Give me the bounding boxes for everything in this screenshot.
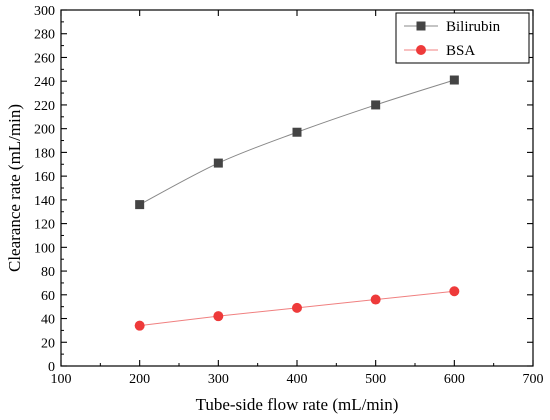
legend: Bilirubin BSA [395,12,530,64]
legend-label: Bilirubin [446,19,501,35]
data-point [135,200,145,210]
legend-label: BSA [446,43,475,59]
plot-frame [60,9,534,367]
x-axis-title: Tube-side flow rate (mL/min) [196,395,399,414]
data-point [449,75,459,85]
y-tick-label: 100 [34,241,55,256]
y-tick-label: 280 [34,28,55,43]
data-point [370,294,381,305]
legend-box [395,12,530,64]
y-tick-label: 140 [34,194,55,209]
y-tick-label: 200 [34,123,55,138]
y-axis-title: Clearance rate (mL/min) [5,104,24,272]
tick-labels: 100 200 300 400 500 600 700 0 20 40 60 80 100 120 140 1… [34,4,544,387]
x-tick-label: 600 [444,372,465,387]
x-tick-label: 300 [208,372,229,387]
y-tick-label: 160 [34,170,55,185]
data-point [213,158,223,168]
legend-marker [416,21,426,31]
legend-marker [416,45,426,55]
data-point [134,320,145,331]
x-tick-label: 400 [287,372,308,387]
data-point [292,127,302,137]
data-point [292,302,302,313]
y-tick-label: 80 [41,265,55,280]
y-tick-label: 0 [48,360,55,375]
y-tick-label: 120 [34,218,55,233]
y-tick-label: 60 [41,289,55,304]
series-line-bilirubin [139,79,455,206]
data-point [449,286,460,297]
y-tick-label: 260 [34,51,55,66]
y-tick-label: 180 [34,146,55,161]
y-tick-label: 40 [41,313,55,328]
x-tick-label: 200 [129,372,150,387]
y-tick-label: 240 [34,75,55,90]
series-layer [134,75,460,331]
x-tick-label: 500 [365,372,386,387]
y-tick-label: 220 [34,99,55,114]
data-point [213,311,224,322]
data-point [371,100,381,110]
y-tick-label: 300 [34,4,55,19]
x-tick-label: 100 [51,372,72,387]
x-tick-label: 700 [523,372,544,387]
y-tick-label: 20 [41,336,55,351]
